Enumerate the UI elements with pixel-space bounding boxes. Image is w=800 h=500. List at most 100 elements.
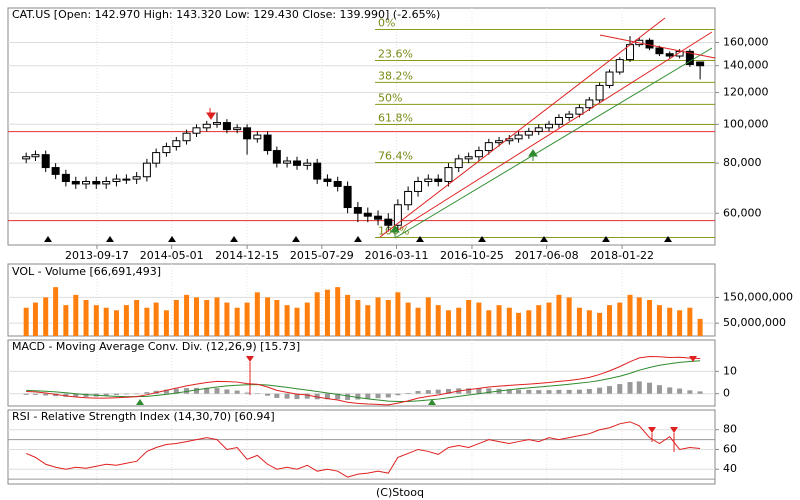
candle-body <box>41 154 50 169</box>
volume-bar <box>294 307 300 336</box>
volume-bar <box>677 310 683 336</box>
y-tick-label: 150,000,000 <box>723 290 793 303</box>
y-tick-label: 50,000,000 <box>723 316 786 329</box>
histogram-bar <box>375 393 381 399</box>
y-tick-label: 80,000 <box>723 156 762 169</box>
volume-bar <box>365 305 371 336</box>
candle-body <box>524 130 533 136</box>
x-tick-label: 2016-03-11 <box>365 249 429 262</box>
candle-body <box>374 215 383 220</box>
histogram-bar <box>395 393 401 396</box>
volume-bar <box>123 305 129 336</box>
trend-line <box>394 47 713 239</box>
histogram-bar <box>23 393 29 395</box>
volume-legend: VOL - Volume [66,691,493] <box>12 265 161 278</box>
period-marker <box>106 236 114 242</box>
candle-body <box>222 122 231 131</box>
buy-marker <box>428 399 436 405</box>
sell-marker <box>689 356 697 362</box>
candle-body <box>474 150 483 158</box>
histogram-bar <box>476 388 482 394</box>
candle-body <box>565 113 574 118</box>
histogram-bar <box>265 393 271 396</box>
volume-bar <box>314 292 320 336</box>
period-marker <box>602 236 610 242</box>
candle-body <box>172 140 181 148</box>
histogram-bar <box>586 388 592 394</box>
volume-bar <box>204 300 210 336</box>
histogram-bar <box>647 382 653 394</box>
x-tick-label: 2017-06-08 <box>515 249 579 262</box>
copyright: (C)Stooq <box>376 486 424 499</box>
candle-body <box>605 71 614 86</box>
macd-panel <box>7 339 716 407</box>
candle-body <box>554 116 563 125</box>
price-panel <box>7 7 716 246</box>
histogram-bar <box>173 388 179 394</box>
period-marker <box>44 236 52 242</box>
volume-bar <box>425 297 431 336</box>
x-tick-label: 2015-07-29 <box>290 249 354 262</box>
candle-body <box>102 181 111 185</box>
histogram-bar <box>556 389 562 394</box>
candle-body <box>434 178 443 183</box>
volume-bar <box>32 302 38 336</box>
rsi-legend: RSI - Relative Strength Index (14,30,70)… <box>12 410 275 423</box>
trend-line <box>599 34 716 59</box>
volume-bar <box>607 305 613 336</box>
volume-bar <box>274 300 280 336</box>
volume-bar <box>667 307 673 336</box>
volume-bar <box>224 302 230 336</box>
y-tick-label: 10 <box>723 364 737 377</box>
candle-body <box>484 142 493 152</box>
volume-bar <box>73 294 79 336</box>
histogram-bar <box>697 391 703 394</box>
candle-body <box>283 160 292 164</box>
candle-body <box>51 167 60 175</box>
histogram-bar <box>43 393 49 396</box>
volume-bar <box>586 310 592 336</box>
candle-body <box>534 127 543 132</box>
volume-bar <box>284 305 290 336</box>
histogram-bar <box>576 389 582 394</box>
histogram-bar <box>425 390 431 394</box>
candle-body <box>414 181 423 192</box>
volume-bar <box>53 287 59 336</box>
candle-body <box>142 162 151 178</box>
histogram-bar <box>32 393 38 395</box>
period-marker <box>664 236 672 242</box>
y-tick-label: 100,000 <box>723 117 769 130</box>
histogram-bar <box>546 390 552 394</box>
y-tick-label: 0 <box>723 387 730 400</box>
candle-body <box>495 140 504 144</box>
candle-body <box>162 146 171 154</box>
volume-bar <box>43 297 49 336</box>
volume-bar <box>234 307 240 336</box>
volume-bar <box>486 310 492 336</box>
candle-body <box>82 181 91 185</box>
volume-panel <box>7 263 716 337</box>
volume-bar <box>405 302 411 336</box>
candle-body <box>22 156 31 160</box>
histogram-bar <box>607 386 613 394</box>
candle-body <box>192 127 201 134</box>
y-tick-label: 40 <box>723 462 737 475</box>
candle-body <box>595 84 604 101</box>
y-tick-label: 120,000 <box>723 86 769 99</box>
sell-marker <box>648 427 656 433</box>
volume-bar <box>134 300 140 336</box>
trend-line <box>394 31 713 233</box>
volume-bar <box>546 302 552 336</box>
volume-bar <box>627 294 633 336</box>
histogram-bar <box>254 393 260 394</box>
candle-body <box>655 47 664 55</box>
histogram-bar <box>435 389 441 394</box>
candle-body <box>122 178 131 181</box>
fibonacci-label: 38.2% <box>378 69 413 82</box>
x-tick-label: 2018-01-22 <box>590 249 654 262</box>
volume-bar <box>656 305 662 336</box>
candle-body <box>424 178 433 183</box>
volume-bar <box>335 287 341 336</box>
period-marker <box>230 236 238 242</box>
fibonacci-label: 50% <box>378 91 402 104</box>
